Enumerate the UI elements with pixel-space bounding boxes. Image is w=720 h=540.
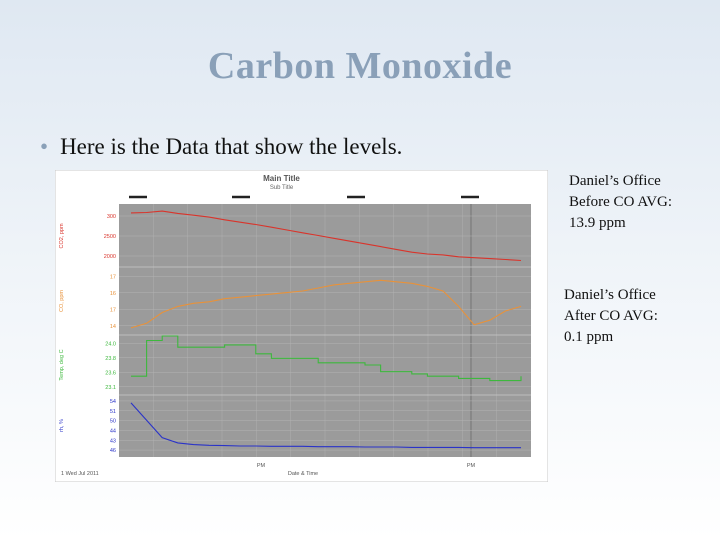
- y-tick-label: 54: [110, 399, 116, 405]
- y-axis-label: Temp, deg C: [59, 349, 65, 380]
- y-tick-label: 300: [107, 214, 116, 220]
- series-line-rh: [130, 402, 521, 449]
- chart-subtitle: Sub Title: [270, 185, 294, 191]
- y-tick-label: 23.6: [105, 370, 116, 376]
- slide-title: Carbon Monoxide: [207, 45, 513, 87]
- bullet-point: • Here is the Data that show the levels.: [40, 134, 402, 160]
- y-tick-label: 51: [110, 409, 116, 415]
- y-axis-label: rh, %: [59, 419, 65, 432]
- y-tick-label: 17: [110, 274, 116, 280]
- chart-title: Main Title: [263, 174, 300, 183]
- y-tick-label: 24.0: [105, 341, 116, 347]
- note-after: Daniel’s Office After CO AVG: 0.1 ppm: [564, 287, 658, 345]
- x-tick-label: PM: [467, 463, 476, 469]
- y-tick-label: 50: [110, 419, 116, 425]
- series-line-temp: [131, 335, 522, 382]
- y-tick-label: 44: [110, 428, 116, 434]
- series-line-co2: [130, 210, 522, 262]
- x-tick-label: PM: [257, 463, 266, 469]
- y-tick-label: 17: [110, 307, 116, 313]
- y-tick-label: 2500: [104, 234, 116, 240]
- y-axis-label: CO2, ppm: [59, 223, 65, 248]
- series-line-co: [130, 279, 522, 329]
- y-tick-label: 16: [110, 291, 116, 297]
- y-tick-label: 46: [110, 448, 116, 454]
- x-start-label: 1 Wed Jul 2011: [61, 471, 99, 477]
- y-tick-label: 2000: [104, 254, 116, 260]
- y-tick-label: 23.1: [105, 385, 116, 391]
- x-axis-label: Date & Time: [288, 471, 318, 477]
- y-tick-label: 23.8: [105, 356, 116, 362]
- y-axis-label: CO, ppm: [59, 290, 65, 312]
- note-before: Daniel’s Office Before CO AVG: 13.9 ppm: [569, 173, 673, 231]
- bullet-dot-icon: •: [40, 134, 49, 159]
- y-tick-label: 14: [110, 324, 116, 330]
- bullet-text: Here is the Data that show the levels.: [60, 134, 403, 159]
- y-tick-label: 43: [110, 438, 116, 444]
